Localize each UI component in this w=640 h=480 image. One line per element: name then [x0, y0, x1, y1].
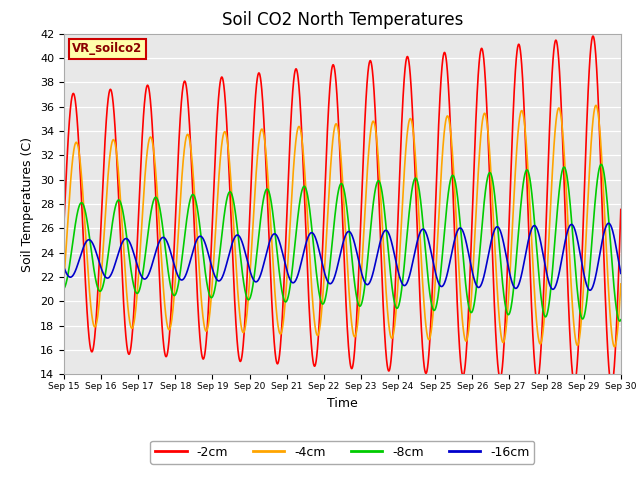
Legend: -2cm, -4cm, -8cm, -16cm: -2cm, -4cm, -8cm, -16cm	[150, 441, 534, 464]
Text: VR_soilco2: VR_soilco2	[72, 42, 143, 55]
Y-axis label: Soil Temperatures (C): Soil Temperatures (C)	[22, 136, 35, 272]
X-axis label: Time: Time	[327, 396, 358, 409]
Title: Soil CO2 North Temperatures: Soil CO2 North Temperatures	[221, 11, 463, 29]
